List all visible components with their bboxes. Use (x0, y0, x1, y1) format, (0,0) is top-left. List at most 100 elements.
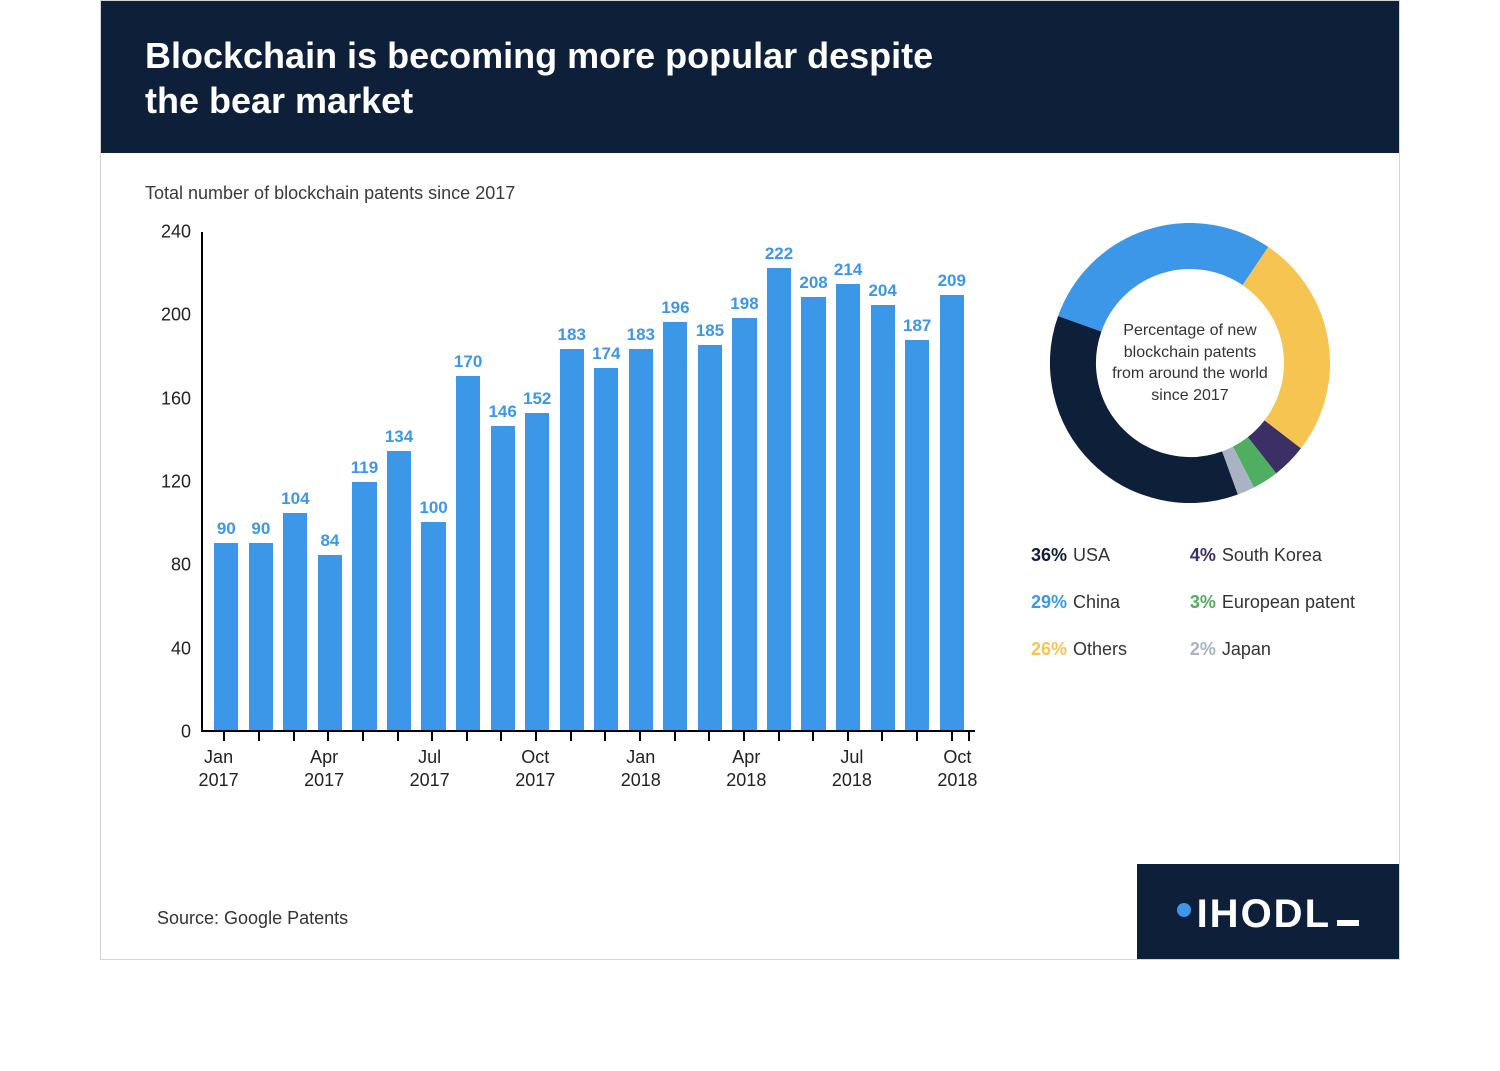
logo-underscore-icon (1337, 920, 1359, 926)
x-tick-mark (397, 732, 399, 741)
bar-value-label: 209 (938, 271, 966, 291)
bar-value-label: 84 (320, 531, 339, 551)
y-tick-label: 40 (171, 638, 191, 659)
donut-legend: 36%USA4%South Korea29%China3%European pa… (1025, 545, 1355, 660)
x-tick-mark (327, 732, 329, 741)
legend-percent: 4% (1190, 545, 1216, 566)
bar-rect (456, 376, 480, 730)
x-axis-label: Apr2018 (726, 746, 766, 793)
bar-column: 146 (485, 232, 520, 730)
donut-chart: Percentage of new blockchain patents fro… (1050, 223, 1330, 503)
y-tick-label: 80 (171, 555, 191, 576)
x-tick-mark (535, 732, 537, 741)
bar-rect (801, 297, 825, 730)
legend-item: 3%European patent (1190, 592, 1355, 613)
x-tick-mark (881, 732, 883, 741)
bar-column: 100 (416, 232, 451, 730)
bar-column: 204 (865, 232, 900, 730)
title-line-2: the bear market (145, 80, 413, 121)
legend-item: 4% South Korea (1190, 545, 1355, 566)
bar-rect (905, 340, 929, 730)
x-axis-label: Jan2017 (199, 746, 239, 793)
x-tick-mark (847, 732, 849, 741)
x-tick-mark (674, 732, 676, 741)
bar-column: 84 (313, 232, 348, 730)
x-tick-mark (293, 732, 295, 741)
legend-percent: 36% (1031, 545, 1067, 566)
bar-rect (560, 349, 584, 730)
x-tick-mark (778, 732, 780, 741)
bar-value-label: 100 (419, 498, 447, 518)
bar-column: 198 (727, 232, 762, 730)
x-tick-mark (916, 732, 918, 741)
bar-column: 183 (624, 232, 659, 730)
donut-slice (1262, 434, 1283, 455)
page-title: Blockchain is becoming more popular desp… (145, 33, 1355, 123)
bar-value-label: 222 (765, 244, 793, 264)
bar-value-label: 90 (251, 519, 270, 539)
infographic-frame: Blockchain is becoming more popular desp… (100, 0, 1400, 960)
x-axis-label: Oct2018 (937, 746, 977, 793)
x-tick-mark (968, 732, 970, 741)
legend-item: 26%Others (1031, 639, 1174, 660)
bar-column: 183 (554, 232, 589, 730)
legend-label: Others (1073, 639, 1127, 660)
bar-value-label: 146 (488, 402, 516, 422)
bar-rect (491, 426, 515, 730)
bar-value-label: 183 (558, 325, 586, 345)
bar-rect (352, 482, 376, 730)
bar-rect (387, 451, 411, 730)
x-axis-label: Jan2018 (621, 746, 661, 793)
logo-dot-icon (1177, 903, 1191, 917)
legend-item: 29%China (1031, 592, 1174, 613)
bar-chart-panel: Total number of blockchain patents since… (145, 183, 975, 732)
content-area: Total number of blockchain patents since… (101, 153, 1399, 732)
x-axis-label: Apr2017 (304, 746, 344, 793)
x-tick-mark (500, 732, 502, 741)
logo-text: IHODL (1197, 892, 1331, 937)
y-axis-ticks: 04080120160200240 (145, 232, 201, 732)
bar-value-label: 119 (351, 458, 378, 478)
legend-item: 2%Japan (1190, 639, 1355, 660)
bar-column: 222 (762, 232, 797, 730)
x-tick-mark (466, 732, 468, 741)
bar-column: 104 (278, 232, 313, 730)
bar-value-label: 198 (730, 294, 758, 314)
y-tick-label: 240 (161, 222, 191, 243)
legend-label: Japan (1222, 639, 1271, 660)
bar-column: 209 (934, 232, 969, 730)
y-tick-label: 200 (161, 305, 191, 326)
bar-column: 119 (347, 232, 382, 730)
bar-value-label: 196 (661, 298, 689, 318)
bar-rect (767, 268, 791, 731)
x-tick-mark (223, 732, 225, 741)
x-tick-mark (258, 732, 260, 741)
bar-rect (732, 318, 756, 731)
bar-column: 208 (796, 232, 831, 730)
x-tick-mark (708, 732, 710, 741)
bar-value-label: 204 (868, 281, 896, 301)
bar-column: 90 (209, 232, 244, 730)
y-tick-label: 0 (181, 722, 191, 743)
bar-rect (421, 522, 445, 730)
donut-center-text: Percentage of new blockchain patents fro… (1110, 320, 1270, 406)
x-tick-mark (362, 732, 364, 741)
bar-rect (940, 295, 964, 730)
bar-rect (629, 349, 653, 730)
bar-rect (318, 555, 342, 730)
bars-container: 9090104841191341001701461521831741831961… (203, 232, 975, 730)
donut-slice (1243, 455, 1262, 467)
legend-percent: 29% (1031, 592, 1067, 613)
bar-column: 187 (900, 232, 935, 730)
title-line-1: Blockchain is becoming more popular desp… (145, 35, 933, 76)
donut-panel: Percentage of new blockchain patents fro… (1025, 183, 1355, 732)
bar-column: 174 (589, 232, 624, 730)
bar-rect (594, 368, 618, 731)
bar-rect (836, 284, 860, 730)
bar-column: 134 (382, 232, 417, 730)
legend-label: South Korea (1222, 545, 1322, 566)
bar-column: 185 (693, 232, 728, 730)
bar-rect (698, 345, 722, 730)
x-tick-mark (431, 732, 433, 741)
x-tick-mark (812, 732, 814, 741)
